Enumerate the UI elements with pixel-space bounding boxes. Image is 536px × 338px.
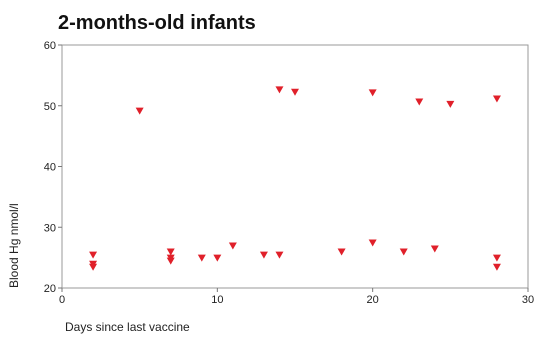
chart-title: 2-months-old infants <box>58 12 256 34</box>
data-point <box>446 100 455 108</box>
data-point <box>337 248 346 256</box>
data-point <box>275 86 284 94</box>
x-tick-label: 20 <box>367 294 379 306</box>
y-tick-label: 30 <box>44 222 56 234</box>
y-tick-label: 50 <box>44 101 56 113</box>
data-point <box>228 242 237 250</box>
data-point <box>259 251 268 259</box>
plot-area-frame <box>61 44 529 289</box>
data-point <box>89 251 98 259</box>
data-point <box>492 263 501 271</box>
data-point <box>213 254 222 262</box>
x-tick-label: 30 <box>522 294 534 306</box>
x-tick-label: 10 <box>211 294 223 306</box>
data-points <box>89 86 501 271</box>
y-tick-label: 60 <box>44 40 56 52</box>
axis-ticks: 20 30 40 50 60 0 10 20 30 <box>44 40 534 306</box>
data-point <box>166 257 175 265</box>
data-point <box>492 254 501 262</box>
data-point <box>291 88 299 96</box>
y-tick-label: 40 <box>44 162 56 174</box>
y-tick-label: 20 <box>44 283 56 295</box>
x-tick-label: 0 <box>59 294 65 306</box>
data-point <box>368 89 377 97</box>
x-axis-label: Days since last vaccine <box>65 320 190 334</box>
data-point <box>166 248 175 256</box>
data-point <box>430 245 439 253</box>
data-point <box>492 95 501 103</box>
data-point <box>415 98 424 106</box>
data-point <box>368 239 377 247</box>
data-point <box>275 251 284 259</box>
data-point <box>89 263 98 271</box>
y-axis-label: Blood Hg nmol/l <box>7 203 21 288</box>
data-point <box>399 248 408 256</box>
data-point <box>135 107 144 115</box>
data-point <box>197 254 206 262</box>
